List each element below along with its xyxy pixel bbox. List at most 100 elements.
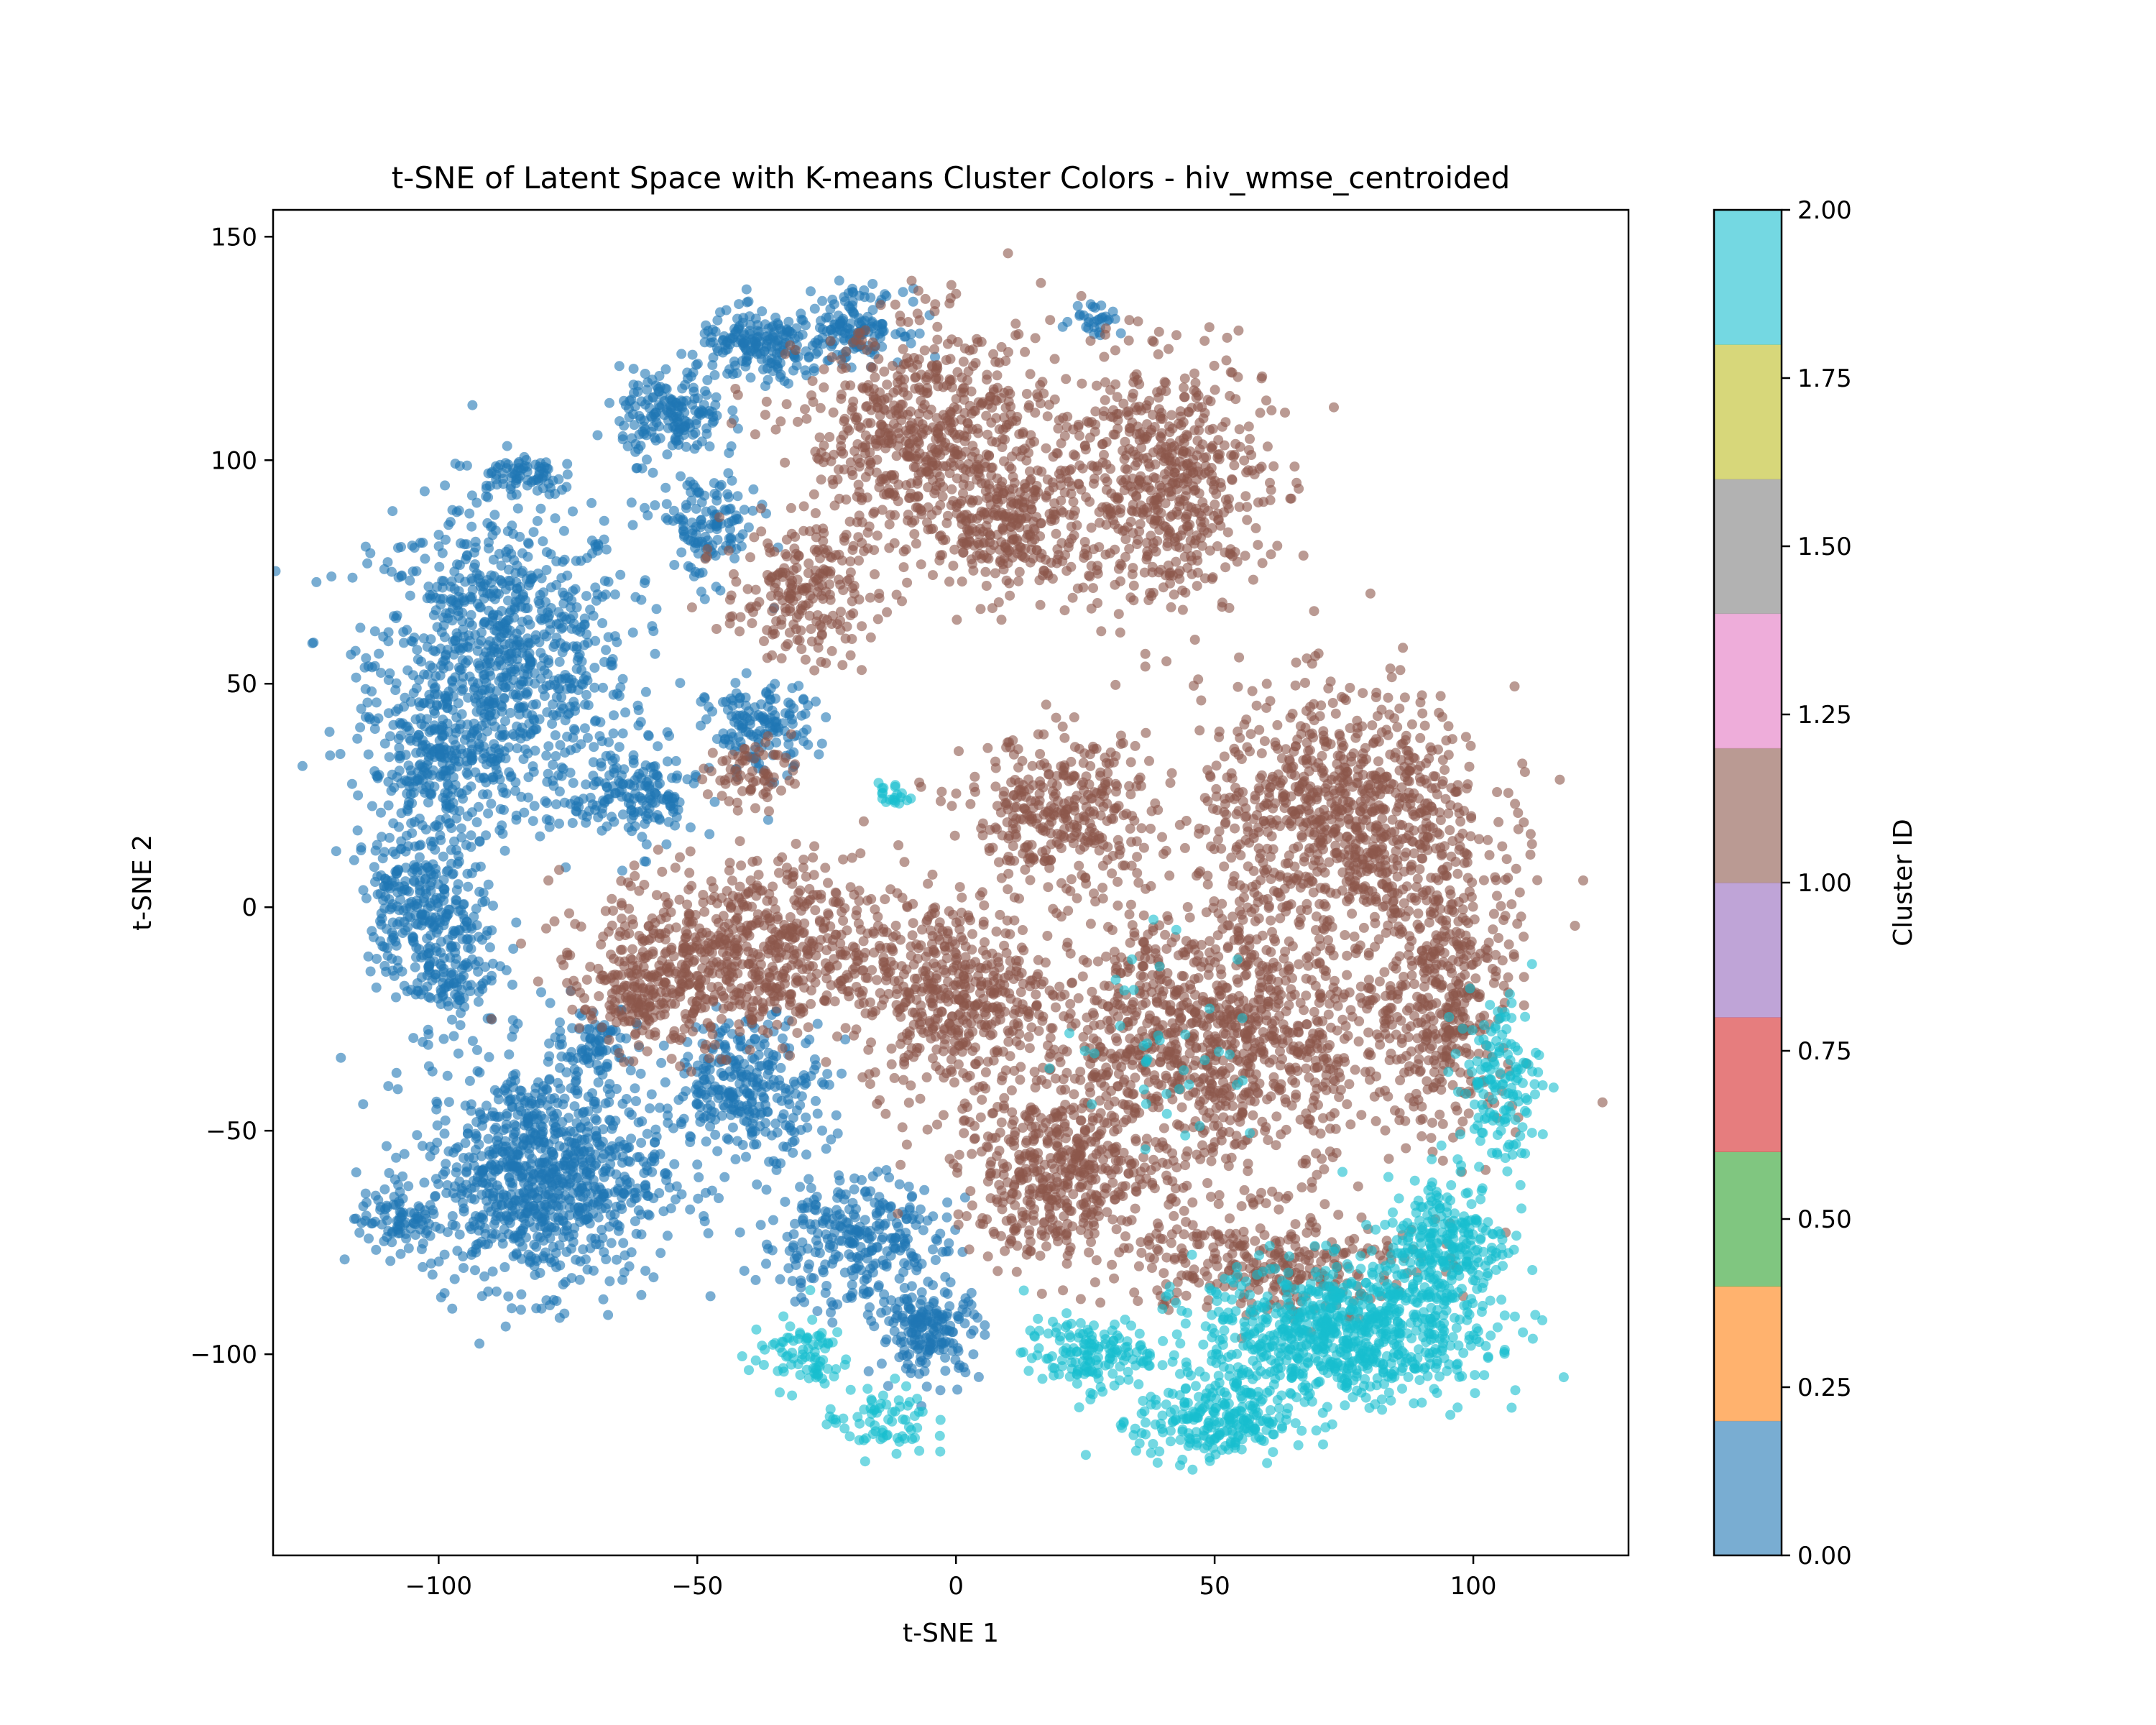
- scatter-point-cluster-0: [527, 1176, 538, 1187]
- scatter-point-cluster-0: [558, 598, 569, 609]
- scatter-point-cluster-0: [438, 1034, 449, 1044]
- scatter-point-cluster-0: [630, 1216, 640, 1227]
- scatter-point-cluster-0: [704, 441, 715, 452]
- scatter-point-cluster-0: [544, 1051, 555, 1062]
- scatter-point-cluster-0: [857, 1174, 867, 1185]
- scatter-point-cluster-0: [535, 648, 546, 658]
- scatter-point-cluster-0: [581, 671, 591, 681]
- scatter-point-cluster-0: [520, 744, 530, 755]
- scatter-point-cluster-0: [551, 1296, 562, 1306]
- scatter-point-cluster-0: [551, 1225, 561, 1236]
- scatter-point-cluster-0: [614, 361, 625, 372]
- scatter-point-cluster-0: [476, 1165, 487, 1176]
- scatter-point-cluster-0: [443, 981, 453, 992]
- scatter-point-cluster-0: [430, 1192, 441, 1202]
- scatter-point-cluster-0: [356, 1218, 367, 1228]
- scatter-point-cluster-0: [617, 673, 628, 684]
- scatter-point-cluster-0: [432, 1137, 443, 1148]
- scatter-point-cluster-0: [394, 742, 405, 753]
- scatter-point-cluster-0: [594, 776, 604, 787]
- scatter-point-cluster-1: [944, 298, 955, 309]
- scatter-point-cluster-0: [406, 696, 416, 707]
- scatter-point-cluster-0: [450, 1220, 461, 1231]
- scatter-point-cluster-0: [692, 1159, 703, 1170]
- scatter-point-cluster-0: [636, 773, 647, 783]
- scatter-point-cluster-1: [904, 493, 914, 503]
- scatter-point-cluster-0: [899, 1282, 910, 1293]
- scatter-point-cluster-0: [522, 603, 533, 613]
- scatter-point-cluster-0: [588, 757, 599, 768]
- scatter-point-cluster-0: [609, 710, 619, 721]
- scatter-point-cluster-0: [549, 1125, 560, 1136]
- scatter-point-cluster-0: [439, 1249, 450, 1260]
- scatter-point-cluster-0: [721, 305, 732, 316]
- scatter-point-cluster-0: [457, 607, 468, 618]
- scatter-point-cluster-1: [967, 344, 978, 355]
- scatter-point-cluster-0: [404, 733, 415, 744]
- scatter-point-cluster-0: [429, 752, 440, 763]
- scatter-point-cluster-0: [486, 577, 497, 588]
- scatter-point-cluster-0: [656, 1057, 667, 1068]
- scatter-point-cluster-0: [532, 1192, 543, 1203]
- scatter-point-cluster-0: [534, 599, 545, 609]
- scatter-point-cluster-0: [495, 1160, 506, 1171]
- scatter-point-cluster-0: [540, 1200, 551, 1210]
- scatter-point-cluster-0: [438, 851, 448, 862]
- scatter-point-cluster-0: [456, 832, 467, 843]
- scatter-point-cluster-0: [801, 1149, 811, 1160]
- scatter-point-cluster-0: [454, 806, 465, 816]
- scatter-point-cluster-0: [568, 778, 579, 788]
- scatter-point-cluster-0: [459, 1206, 469, 1217]
- scatter-point-cluster-1: [929, 344, 940, 354]
- scatter-point-cluster-0: [585, 604, 596, 615]
- scatter-point-cluster-1: [732, 390, 743, 400]
- scatter-point-cluster-0: [550, 679, 560, 690]
- scatter-point-cluster-0: [826, 1134, 837, 1145]
- scatter-point-cluster-0: [530, 1254, 540, 1264]
- scatter-point-cluster-0: [1115, 328, 1126, 339]
- scatter-point-cluster-0: [570, 701, 581, 712]
- scatter-point-cluster-0: [803, 740, 814, 750]
- scatter-point-cluster-1: [801, 413, 812, 424]
- scatter-point-cluster-0: [780, 1087, 791, 1098]
- scatter-point-cluster-0: [441, 534, 451, 545]
- scatter-point-cluster-1: [855, 423, 866, 433]
- scatter-point-cluster-0: [571, 644, 582, 655]
- scatter-point-cluster-0: [1074, 309, 1085, 320]
- scatter-point-cluster-1: [825, 336, 836, 346]
- scatter-point-cluster-0: [601, 750, 612, 761]
- scatter-point-cluster-0: [585, 1168, 596, 1178]
- scatter-point-cluster-0: [790, 1079, 801, 1090]
- scatter-point-cluster-0: [571, 556, 581, 566]
- scatter-point-cluster-0: [423, 862, 433, 873]
- scatter-point-cluster-0: [430, 894, 441, 905]
- scatter-point-cluster-0: [973, 1371, 984, 1382]
- scatter-point-cluster-0: [362, 558, 373, 569]
- scatter-point-cluster-0: [497, 468, 507, 478]
- scatter-point-cluster-0: [599, 534, 609, 545]
- scatter-point-cluster-1: [1025, 369, 1036, 380]
- scatter-point-cluster-0: [479, 1271, 490, 1282]
- scatter-point-cluster-0: [770, 1082, 780, 1092]
- scatter-point-cluster-0: [642, 1128, 653, 1139]
- scatter-point-cluster-0: [492, 1208, 503, 1218]
- scatter-point-cluster-0: [834, 318, 845, 329]
- scatter-point-cluster-0: [558, 622, 568, 632]
- scatter-point-cluster-0: [834, 1170, 844, 1181]
- scatter-point-cluster-0: [448, 682, 459, 693]
- scatter-point-cluster-0: [803, 1263, 814, 1274]
- scatter-point-cluster-0: [392, 610, 402, 621]
- scatter-point-cluster-0: [796, 1091, 807, 1102]
- scatter-point-cluster-0: [531, 724, 542, 735]
- scatter-point-cluster-0: [483, 492, 494, 502]
- scatter-point-cluster-0: [438, 920, 449, 931]
- scatter-point-cluster-0: [502, 552, 512, 563]
- scatter-point-cluster-0: [403, 800, 414, 811]
- scatter-point-cluster-0: [642, 385, 653, 395]
- scatter-point-cluster-0: [911, 1265, 922, 1276]
- scatter-point-cluster-0: [791, 1260, 801, 1271]
- scatter-point-cluster-0: [401, 776, 412, 787]
- scatter-point-cluster-0: [833, 1251, 844, 1262]
- scatter-point-cluster-0: [732, 313, 742, 324]
- scatter-point-cluster-0: [514, 1102, 525, 1113]
